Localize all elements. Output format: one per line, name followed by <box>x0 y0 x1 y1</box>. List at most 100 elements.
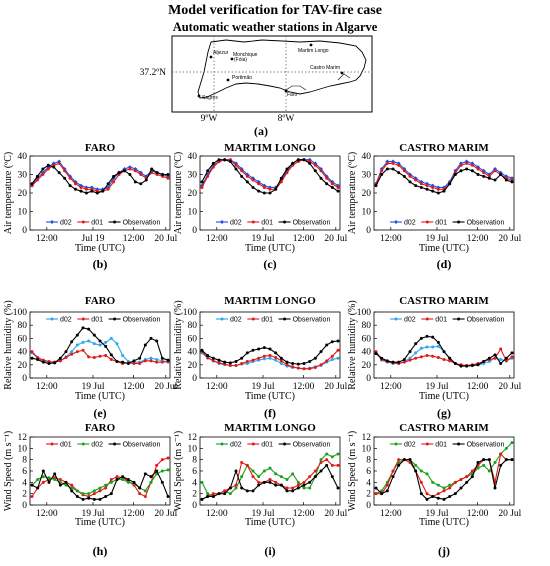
data-point <box>482 174 486 178</box>
data-point <box>87 327 91 331</box>
data-point <box>374 486 378 490</box>
data-point <box>425 184 429 188</box>
data-point <box>262 346 266 350</box>
legend-item-d01: d01 <box>247 317 273 324</box>
data-point <box>109 492 113 496</box>
y-tick-label: 20 <box>362 189 372 199</box>
legend-label: d02 <box>404 220 416 227</box>
data-point <box>240 475 244 479</box>
data-point <box>313 169 317 173</box>
data-point <box>58 478 62 481</box>
plot-area <box>373 155 515 231</box>
x-tick-label: 12:00 <box>467 382 489 392</box>
legend-marker <box>425 442 429 446</box>
data-point <box>431 335 435 339</box>
legend: d02 d01 Observation <box>216 442 330 449</box>
y-tick-label: 40 <box>18 152 28 162</box>
series-observation <box>374 167 514 195</box>
data-point <box>47 361 51 365</box>
legend-label: d01 <box>60 442 72 449</box>
station-label: Sagres <box>202 95 218 101</box>
data-point <box>330 463 334 467</box>
data-point <box>374 352 378 356</box>
legend: d02 d01 Observation <box>390 220 504 227</box>
station-label: Portimão <box>232 75 252 81</box>
data-point <box>257 356 261 360</box>
legend-item-d01: d01 <box>46 442 72 449</box>
data-point <box>391 475 395 479</box>
data-point <box>155 360 159 364</box>
y-tick-label: 2 <box>192 490 197 500</box>
data-point <box>397 171 401 175</box>
data-point <box>274 358 278 362</box>
panel-letter-a: (a) <box>254 124 268 138</box>
data-point <box>64 356 68 360</box>
station-label: Aljezur <box>213 50 229 56</box>
data-point <box>206 495 210 498</box>
data-point <box>419 182 423 186</box>
data-point <box>160 480 164 484</box>
data-point <box>211 356 215 360</box>
data-point <box>274 351 278 355</box>
data-point <box>217 361 221 365</box>
data-point <box>425 334 429 338</box>
x-axis-label: Time (UTC) <box>419 243 469 254</box>
data-point <box>291 361 295 365</box>
data-point <box>257 347 261 351</box>
panel-letter: (i) <box>264 544 275 558</box>
data-point <box>36 358 40 362</box>
legend-label: d02 <box>60 317 72 324</box>
data-point <box>279 356 283 360</box>
data-point <box>476 173 480 176</box>
data-point <box>499 463 503 467</box>
data-point <box>132 480 136 484</box>
chart-panel-c: MARTIM LONGO 0 10 20 30 40 Air temperature (ºC… <box>173 142 348 271</box>
data-point <box>160 356 164 360</box>
legend-label: Observation <box>467 220 505 227</box>
data-point <box>245 351 249 355</box>
data-point <box>240 174 244 178</box>
data-point <box>291 472 295 476</box>
y-tick-label: 2 <box>366 490 371 500</box>
data-point <box>262 185 266 189</box>
x-axis-label: Time (UTC) <box>419 517 469 528</box>
data-point <box>402 174 406 178</box>
data-point <box>459 486 463 490</box>
data-point <box>499 347 503 351</box>
data-point <box>385 167 389 171</box>
data-point <box>487 469 491 473</box>
data-point <box>161 173 165 176</box>
data-point <box>487 458 491 462</box>
data-point <box>431 495 435 498</box>
data-point <box>138 356 142 360</box>
data-point <box>330 475 334 479</box>
data-point <box>302 361 306 365</box>
legend-label: d01 <box>91 317 103 324</box>
data-point <box>68 176 72 180</box>
data-point <box>211 165 215 169</box>
legend-marker <box>50 442 54 446</box>
data-point <box>200 497 204 501</box>
data-point <box>402 458 406 462</box>
data-point <box>279 483 283 487</box>
y-tick-label: 0 <box>366 226 371 236</box>
x-tick-label: Jul 19 <box>82 234 105 244</box>
data-point <box>217 358 221 362</box>
y-tick-label: 0 <box>366 374 371 384</box>
data-point <box>92 333 96 337</box>
y-tick-label: 10 <box>18 444 28 454</box>
data-point <box>436 344 440 348</box>
data-point <box>166 468 170 472</box>
legend-item-d01: d01 <box>421 220 447 227</box>
legend-label: d01 <box>435 317 447 324</box>
data-point <box>436 492 440 496</box>
legend-item-observation: Observation <box>452 317 504 324</box>
y-tick-label: 40 <box>362 348 372 358</box>
legend-item-observation: Observation <box>278 442 330 449</box>
legend-marker <box>220 220 224 224</box>
y-tick-label: 10 <box>18 208 28 218</box>
data-point <box>448 495 452 498</box>
legend-item-d01: d01 <box>421 317 447 324</box>
legend-marker <box>283 317 287 321</box>
data-point <box>228 363 232 367</box>
